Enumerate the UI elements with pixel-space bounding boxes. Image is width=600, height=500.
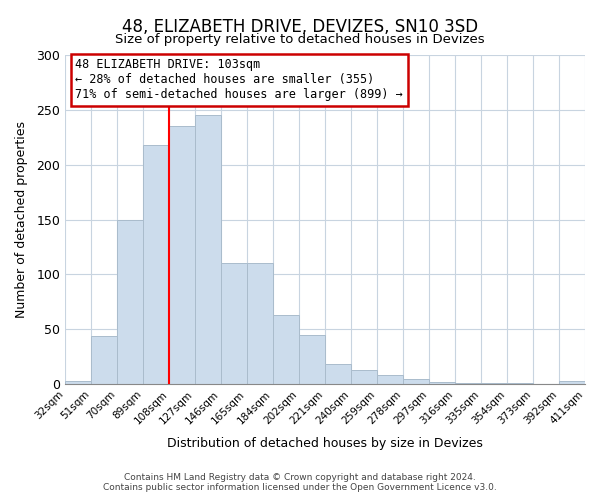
Bar [273,315,299,384]
Bar [507,383,533,384]
X-axis label: Distribution of detached houses by size in Devizes: Distribution of detached houses by size … [167,437,483,450]
Bar [559,381,585,384]
Bar [403,378,429,384]
Bar [65,381,91,384]
Bar [221,264,247,384]
Y-axis label: Number of detached properties: Number of detached properties [15,121,28,318]
Text: Contains HM Land Registry data © Crown copyright and database right 2024.
Contai: Contains HM Land Registry data © Crown c… [103,473,497,492]
Bar [377,376,403,384]
Bar [299,335,325,384]
Bar [481,383,507,384]
Bar [169,126,195,384]
Bar [117,220,143,384]
Bar [143,145,169,384]
Bar [351,370,377,384]
Bar [455,383,481,384]
Bar [195,116,221,384]
Bar [247,264,273,384]
Bar [91,336,117,384]
Text: 48, ELIZABETH DRIVE, DEVIZES, SN10 3SD: 48, ELIZABETH DRIVE, DEVIZES, SN10 3SD [122,18,478,36]
Bar [325,364,351,384]
Bar [429,382,455,384]
Text: Size of property relative to detached houses in Devizes: Size of property relative to detached ho… [115,32,485,46]
Text: 48 ELIZABETH DRIVE: 103sqm
← 28% of detached houses are smaller (355)
71% of sem: 48 ELIZABETH DRIVE: 103sqm ← 28% of deta… [76,58,403,102]
